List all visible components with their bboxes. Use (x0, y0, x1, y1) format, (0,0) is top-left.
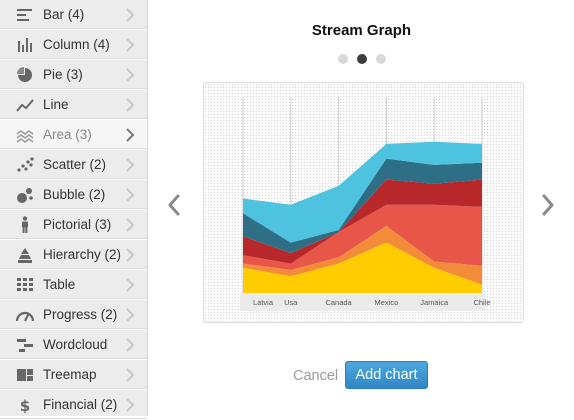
sidebar-item-column[interactable]: Column (4) (0, 30, 147, 60)
cancel-button[interactable]: Cancel (293, 368, 339, 384)
pictorial-chart-icon (22, 215, 28, 233)
progress-gauge-icon (15, 311, 35, 321)
chart-preview[interactable]: Latvia Usa Canada Mexico Jamaica Chile (203, 82, 524, 323)
sidebar-item-line[interactable]: Line (0, 90, 147, 120)
svg-text:$: $ (20, 397, 30, 415)
area-chart-icon (16, 129, 34, 143)
sidebar-item-bar[interactable]: Bar (4) (0, 0, 147, 30)
chevron-right-icon (126, 128, 135, 142)
sidebar-item-label: Bar (4) (43, 7, 85, 22)
chevron-right-icon (126, 38, 135, 52)
sidebar-item-label: Treemap (43, 367, 97, 382)
sidebar-item-bubble[interactable]: Bubble (2) (0, 180, 147, 210)
chevron-right-icon (126, 8, 135, 22)
chevron-right-icon (126, 188, 135, 202)
sidebar-item-label: Scatter (2) (43, 157, 107, 172)
pager-dot[interactable] (375, 54, 386, 64)
next-arrow-icon[interactable] (540, 192, 556, 218)
sidebar-item-pie[interactable]: Pie (3) (0, 60, 147, 90)
hierarchy-chart-icon (18, 247, 32, 263)
sidebar-item-label: Pie (3) (43, 67, 83, 82)
dollar-icon: $ (20, 397, 30, 415)
column-chart-icon (18, 37, 32, 52)
sidebar-item-label: Pictorial (3) (43, 217, 112, 232)
table-icon (17, 277, 33, 291)
sidebar-item-label: Area (3) (43, 127, 92, 142)
x-tick-label: Chile (473, 298, 490, 307)
stream-graph-chart: Latvia Usa Canada Mexico Jamaica Chile (240, 97, 491, 311)
stream-layer-3 (243, 204, 482, 270)
sidebar-item-label: Bubble (2) (43, 187, 106, 202)
pager-dots (149, 54, 574, 64)
sidebar-item-area[interactable]: Area (3) (0, 120, 147, 150)
x-axis-band (240, 293, 485, 311)
sidebar-item-table[interactable]: Table (0, 270, 147, 300)
x-tick-label: Mexico (375, 298, 399, 307)
chevron-right-icon (126, 158, 135, 172)
chevron-right-icon (126, 338, 135, 352)
chevron-right-icon (126, 368, 135, 382)
sidebar-item-label: Financial (2) (43, 397, 118, 412)
chevron-right-icon (126, 98, 135, 112)
treemap-icon (17, 368, 33, 381)
stream-layer-1 (243, 242, 482, 293)
chart-type-sidebar: Bar (4) Column (4) Pie (3) Line Area (3) Scat… (0, 0, 148, 420)
stream-layer-5 (243, 158, 482, 254)
wordcloud-icon (17, 338, 33, 352)
sidebar-item-label: Column (4) (43, 37, 110, 52)
chevron-right-icon (126, 398, 135, 412)
sidebar-item-hierarchy[interactable]: Hierarchy (2) (0, 240, 147, 270)
stream-layer-4 (243, 179, 482, 264)
chevron-right-icon (126, 218, 135, 232)
pager-dot[interactable] (337, 54, 348, 64)
x-tick-label: Canada (325, 298, 352, 307)
x-tick-label: Jamaica (420, 298, 449, 307)
sidebar-item-label: Wordcloud (43, 337, 108, 352)
sidebar-item-pictorial[interactable]: Pictorial (3) (0, 210, 147, 240)
bubble-chart-icon (17, 187, 33, 203)
chevron-right-icon (126, 308, 135, 322)
sidebar-item-label: Hierarchy (2) (43, 247, 122, 262)
stream-layer-2 (243, 225, 482, 285)
stream-layer-6 (243, 141, 482, 243)
chevron-right-icon (126, 278, 135, 292)
sidebar-item-label: Progress (2) (43, 307, 118, 322)
bar-chart-icon (17, 8, 32, 21)
chevron-right-icon (126, 68, 135, 82)
line-chart-icon (16, 98, 34, 112)
pie-chart-icon (17, 66, 32, 82)
sidebar-item-wordcloud[interactable]: Wordcloud (0, 330, 147, 360)
sidebar-item-scatter[interactable]: Scatter (2) (0, 150, 147, 180)
sidebar-item-progress-gauge[interactable]: Progress (2) (0, 300, 147, 330)
chart-title: Stream Graph (311, 22, 412, 39)
sidebar-item-label: Table (43, 277, 76, 292)
chart-preview-panel: Stream Graph Latvia Usa Canada Mexico Jamaic… (149, 0, 574, 416)
previous-arrow-icon[interactable] (166, 192, 182, 218)
pager-dot[interactable] (356, 54, 367, 64)
add-chart-button[interactable]: Add chart (345, 361, 428, 389)
x-tick-label: Usa (284, 298, 298, 307)
scatter-chart-icon (17, 156, 34, 172)
sidebar-item-treemap[interactable]: Treemap (0, 360, 147, 390)
chevron-right-icon (126, 248, 135, 262)
sidebar-item-label: Line (43, 97, 69, 112)
x-tick-label: Latvia (253, 298, 274, 307)
